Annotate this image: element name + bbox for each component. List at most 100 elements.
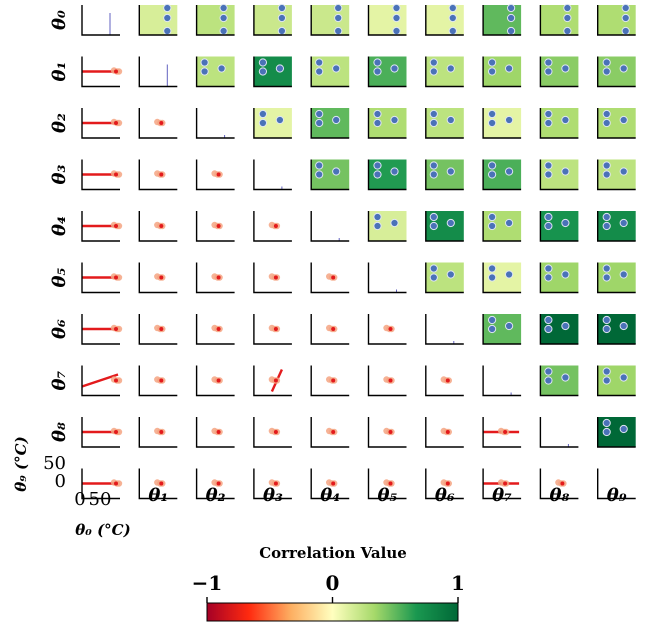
cell-5-0-axes: [81, 262, 120, 294]
cell-1-4-point-1: [315, 67, 324, 76]
cell-3-7-point-1: [488, 170, 497, 179]
cell-1-4-point-2: [332, 64, 341, 73]
col-label-1: θ₁: [148, 485, 168, 506]
cell-6-0-point-2: [115, 325, 123, 333]
cell-1-4-point-0: [315, 58, 324, 67]
cell-2-1-axes: [138, 108, 178, 139]
cell-7-9-point-0: [602, 367, 611, 376]
cell-7-9-point-2: [619, 373, 628, 382]
cell-0-3-axes: [253, 5, 292, 36]
cell-1-6-point-2: [446, 64, 455, 73]
cell-9-4-axes: [310, 468, 350, 500]
col-label-6: θ₆: [435, 485, 455, 506]
cell-3-8-point-2: [561, 167, 570, 176]
cell-8-6-center: [445, 430, 450, 434]
cell-0-3-point-1: [277, 13, 286, 23]
cell-4-9-point-2: [619, 218, 628, 228]
cell-7-5-center: [388, 378, 393, 383]
cell-3-4-point-0: [315, 161, 324, 170]
cell-0-3-bg: [253, 5, 292, 35]
cell-4-2-center: [216, 224, 221, 228]
cell-0-7-axes: [482, 5, 522, 36]
cell-2-3-point-2: [275, 115, 284, 125]
cell-6-5-center: [388, 327, 393, 331]
cell-3-6-point-2: [446, 167, 455, 176]
cell-2-9-point-2: [619, 115, 628, 125]
cell-7-0-point-2: [115, 377, 123, 384]
row-label-4: θ₄: [49, 216, 70, 236]
cell-6-8-axes: [539, 314, 579, 345]
cell-7-5-axes: [367, 365, 407, 397]
cell-0-5-point-1: [392, 13, 401, 23]
cell-7-3-center: [273, 378, 278, 383]
row-label-1: θ₁: [49, 62, 70, 82]
cell-9-8-center: [560, 481, 565, 486]
cell-0-3-point-2: [277, 26, 286, 36]
cell-8-5-axes: [367, 417, 407, 448]
cell-6-3-axes: [253, 314, 292, 345]
cell-6-0-axes: [81, 314, 120, 345]
cell-5-7-axes: [482, 262, 522, 294]
cell-5-9-point-2: [619, 270, 628, 279]
cell-4-3-center: [273, 224, 278, 228]
cell-3-7-point-2: [505, 167, 514, 176]
cell-4-2-axes: [195, 211, 235, 242]
cell-6-7-point-0: [488, 315, 497, 325]
col-label-7: θ₇: [492, 485, 512, 506]
cell-0-4-point-0: [334, 3, 343, 13]
cell-9-7-axes: [482, 468, 522, 500]
cell-2-9-point-0: [602, 109, 611, 119]
cell-8-9-axes: [597, 417, 636, 448]
cell-2-8-point-2: [561, 115, 570, 125]
cell-7-8-point-2: [561, 373, 570, 382]
cell-3-4-axes: [310, 159, 350, 191]
cell-0-2-point-0: [219, 3, 228, 13]
cell-0-1-point-1: [163, 13, 172, 23]
cell-0-7-point-0: [507, 3, 516, 13]
cell-4-8-point-1: [544, 221, 553, 231]
cell-9-3-axes: [253, 468, 292, 500]
cell-5-7-point-1: [488, 273, 497, 282]
cell-5-6-point-0: [429, 264, 438, 273]
cell-1-2-point-0: [200, 58, 209, 67]
cell-8-3-axes: [253, 417, 292, 448]
cell-4-6-point-0: [429, 212, 438, 222]
cell-0-4-bg: [311, 5, 350, 35]
cell-1-8-point-1: [544, 67, 553, 76]
cell-6-8-point-2: [561, 321, 570, 331]
cell-9-2-center: [216, 481, 221, 486]
cell-3-9-point-1: [602, 170, 611, 179]
cell-7-8-point-0: [544, 367, 553, 376]
cell-6-9-point-0: [602, 315, 611, 325]
cell-0-9-point-0: [621, 3, 630, 13]
cell-4-5-axes: [367, 211, 407, 242]
cell-0-7-point-1: [507, 13, 516, 23]
cell-5-6-point-2: [446, 270, 455, 279]
cell-1-6-point-0: [429, 58, 438, 67]
cell-5-4-center: [331, 275, 336, 280]
cell-9-2-axes: [195, 468, 235, 500]
cell-7-1-axes: [138, 365, 178, 397]
cell-0-2-bg: [196, 5, 235, 35]
cell-8-3-center: [273, 430, 278, 434]
cell-6-4-axes: [310, 314, 350, 345]
cell-8-1-axes: [138, 417, 178, 448]
cell-9-0-axes: [81, 468, 120, 500]
cell-0-6-bg: [425, 5, 464, 35]
col-label-2: θ₂: [206, 485, 226, 506]
cell-3-8-axes: [539, 159, 579, 191]
cell-2-3-point-1: [258, 118, 267, 128]
cell-3-0-center: [114, 172, 118, 177]
cell-0-5-axes: [367, 5, 407, 36]
cell-7-0-fit-line: [81, 373, 119, 388]
colorbar-tick-label-2: 1: [451, 571, 465, 595]
cell-3-7-axes: [482, 159, 522, 191]
cell-2-6-axes: [425, 108, 464, 139]
cell-7-6-center: [445, 378, 450, 383]
colorbar-tick-label-0: −1: [192, 571, 223, 595]
cell-4-9-point-0: [602, 212, 611, 222]
cell-0-5-point-0: [392, 3, 401, 13]
cell-0-8-bg: [540, 5, 579, 35]
cell-2-4-point-2: [332, 115, 341, 125]
cell-8-4-axes: [310, 417, 350, 448]
